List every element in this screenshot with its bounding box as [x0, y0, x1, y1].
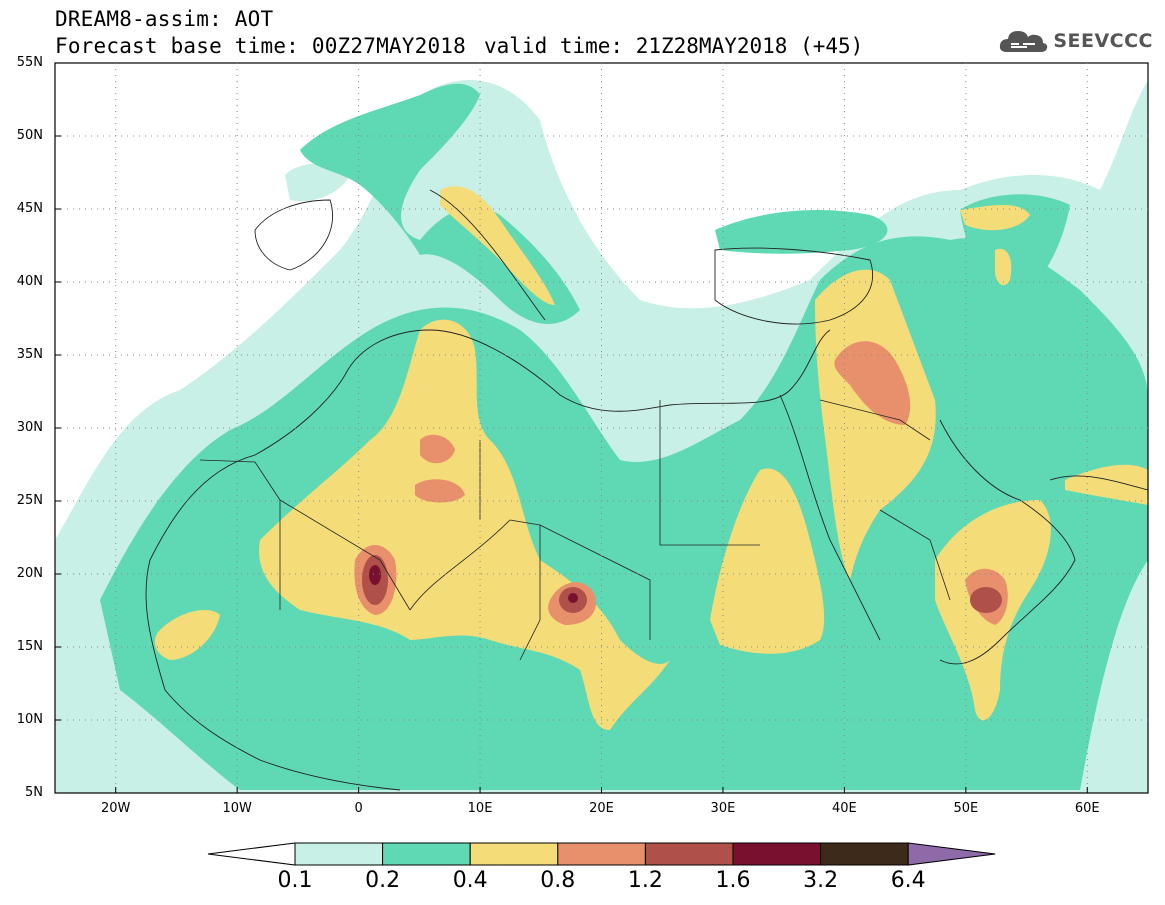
y-tick-label: 10N	[16, 712, 43, 727]
colorbar-swatch	[382, 842, 471, 866]
borders	[199, 399, 951, 661]
colorbar-label: 0.4	[452, 868, 488, 893]
aot-level-1.6	[369, 565, 578, 603]
y-tick-label: 45N	[16, 201, 43, 216]
colorbar-swatch	[644, 842, 734, 866]
colorbar-low-arrow	[207, 842, 296, 866]
colorbar-high-arrow	[907, 842, 996, 866]
cloud-icon	[1000, 31, 1048, 52]
grid-lines	[55, 63, 1148, 793]
y-tick-label: 5N	[25, 785, 43, 800]
y-tick-label: 25N	[16, 493, 43, 508]
colorbar-label: 6.4	[890, 868, 926, 893]
x-tick-label: 40E	[831, 801, 857, 816]
forecast-base-time: Forecast base time: 00Z27MAY2018	[55, 34, 466, 58]
colorbar-swatch	[294, 842, 384, 866]
colorbar-label: 1.6	[715, 868, 751, 893]
y-tick-label: 40N	[16, 274, 43, 289]
colorbar-swatch	[820, 842, 909, 866]
colorbar-label: 0.8	[540, 868, 576, 893]
colorbar-label: 3.2	[803, 868, 839, 893]
chart-title: DREAM8-assim: AOT	[55, 7, 274, 31]
y-tick-label: 30N	[16, 420, 43, 435]
colorbar-swatch	[469, 842, 559, 866]
aot-level-0.4	[154, 186, 1148, 730]
colorbar-label: 0.2	[365, 868, 401, 893]
x-tick-label: 10E	[467, 801, 493, 816]
y-tick-label: 20N	[16, 566, 43, 581]
colorbar-label: 0.1	[277, 868, 313, 893]
valid-time: valid time: 21Z28MAY2018 (+45)	[484, 34, 864, 58]
x-tick-label: 60E	[1074, 801, 1100, 816]
x-tick-label: 20W	[101, 801, 131, 816]
seevccc-logo: SEEVCCC	[997, 26, 1153, 56]
colorbar-label: 1.2	[627, 868, 663, 893]
y-tick-label: 55N	[16, 55, 43, 70]
frame-ticks	[55, 62, 1088, 794]
colorbar-swatch	[732, 842, 822, 866]
y-tick-label: 35N	[16, 347, 43, 362]
colorbar-swatch	[557, 842, 646, 866]
coastlines	[145, 189, 1148, 791]
x-tick-label: 10W	[222, 801, 252, 816]
x-tick-label: 30E	[710, 801, 736, 816]
y-tick-label: 50N	[16, 128, 43, 143]
x-tick-label: 20E	[589, 801, 614, 816]
logo-text: SEEVCCC	[1053, 30, 1153, 52]
aot-fields	[55, 80, 1148, 793]
x-tick-label: 0	[354, 801, 363, 816]
y-tick-label: 15N	[16, 639, 43, 654]
x-tick-label: 50E	[953, 801, 979, 816]
colorbar	[207, 842, 996, 866]
